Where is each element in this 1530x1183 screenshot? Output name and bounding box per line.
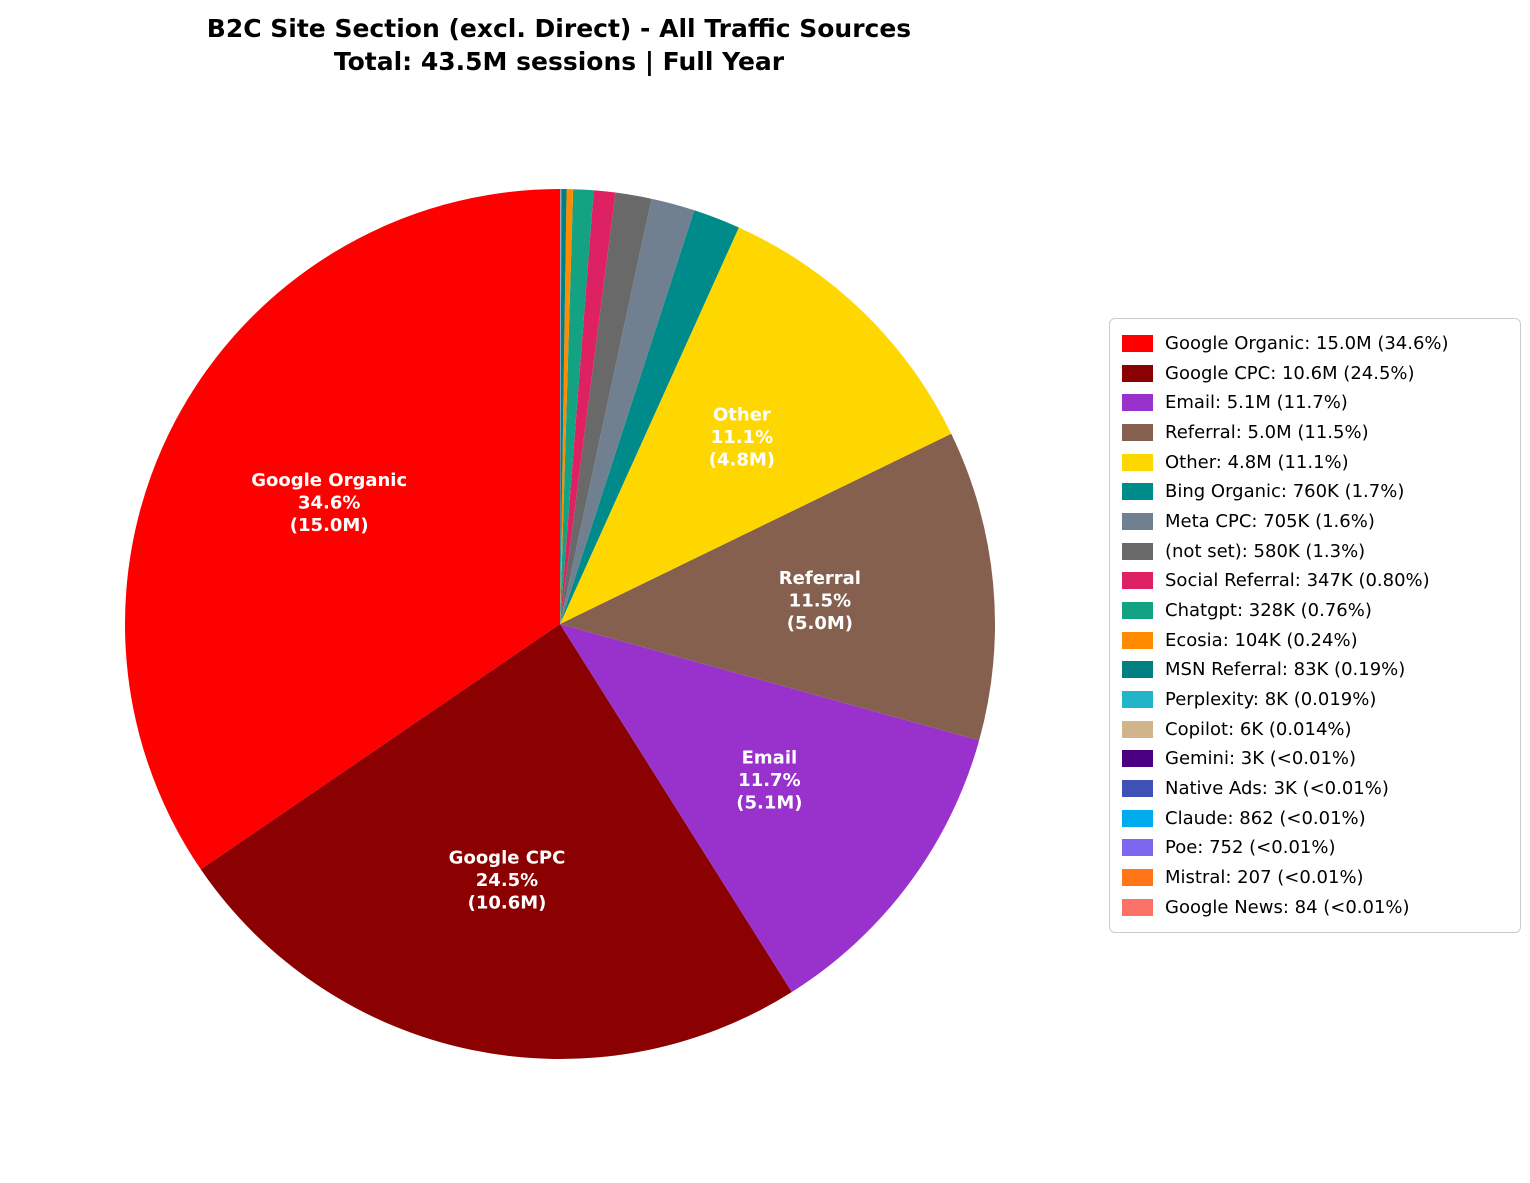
legend-swatch-native-ads: [1122, 780, 1153, 798]
pie-slice-social-referral: [560, 190, 616, 624]
legend-swatch-claude: [1122, 809, 1153, 827]
pie-slice-google-organic: [124, 189, 561, 870]
legend-item-not-set: (not set): 580K (1.3%): [1122, 537, 1508, 566]
legend: Google Organic: 15.0M (34.6%) Google CPC:…: [1109, 318, 1521, 933]
pie-slice-other: [560, 227, 952, 624]
legend-swatch-gemini: [1122, 750, 1153, 768]
legend-label-copilot: Copilot: 6K (0.014%): [1165, 718, 1352, 740]
legend-label-perplexity: Perplexity: 8K (0.019%): [1165, 689, 1377, 711]
chart-title: B2C Site Section (excl. Direct) - All Tr…: [0, 12, 1118, 78]
chart-title-line1: B2C Site Section (excl. Direct) - All Tr…: [206, 14, 912, 43]
legend-label-referral: Referral: 5.0M (11.5%): [1165, 422, 1369, 444]
legend-swatch-copilot: [1122, 720, 1153, 738]
legend-swatch-msn-referral: [1122, 661, 1153, 679]
wedge-label-referral: Referral 11.5% (5.0M): [779, 568, 861, 634]
legend-item-email: Email: 5.1M (11.7%): [1122, 388, 1508, 417]
pie-slice-referral: [560, 433, 996, 741]
legend-label-mistral: Mistral: 207 (<0.01%): [1165, 867, 1364, 889]
legend-swatch-email: [1122, 394, 1153, 412]
wedge-label-google-cpc: Google CPC 24.5% (10.6M): [449, 847, 566, 913]
pie-slice-bing-organic: [560, 210, 739, 625]
legend-swatch-meta-cpc: [1122, 513, 1153, 531]
legend-item-google-news: Google News: 84 (<0.01%): [1122, 893, 1508, 922]
legend-swatch-not-set: [1122, 542, 1153, 560]
legend-item-perplexity: Perplexity: 8K (0.019%): [1122, 685, 1508, 714]
pie-slice-google-cpc: [200, 624, 792, 1060]
legend-label-google-news: Google News: 84 (<0.01%): [1165, 896, 1410, 918]
legend-item-claude: Claude: 862 (<0.01%): [1122, 804, 1508, 833]
chart-title-line2: Total: 43.5M sessions | Full Year: [333, 47, 785, 76]
legend-swatch-mistral: [1122, 869, 1153, 887]
legend-swatch-social-referral: [1122, 572, 1153, 590]
pie-slice-chatgpt: [560, 189, 594, 624]
legend-label-google-organic: Google Organic: 15.0M (34.6%): [1165, 333, 1449, 354]
legend-item-poe: Poe: 752 (<0.01%): [1122, 833, 1508, 862]
legend-item-msn-referral: MSN Referral: 83K (0.19%): [1122, 655, 1508, 684]
legend-swatch-other: [1122, 453, 1153, 471]
legend-label-bing-organic: Bing Organic: 760K (1.7%): [1165, 481, 1405, 503]
legend-label-chatgpt: Chatgpt: 328K (0.76%): [1165, 600, 1372, 622]
legend-label-poe: Poe: 752 (<0.01%): [1165, 837, 1336, 859]
legend-item-native-ads: Native Ads: 3K (<0.01%): [1122, 774, 1508, 803]
legend-swatch-referral: [1122, 424, 1153, 442]
legend-item-other: Other: 4.8M (11.1%): [1122, 448, 1508, 477]
wedge-label-other: Other 11.1% (4.8M): [709, 405, 775, 471]
pie-slice-perplexity: [560, 188, 562, 624]
legend-item-google-organic: Google Organic: 15.0M (34.6%): [1122, 329, 1508, 358]
legend-swatch-poe: [1122, 839, 1153, 857]
legend-swatch-google-news: [1122, 898, 1153, 916]
legend-label-claude: Claude: 862 (<0.01%): [1165, 807, 1366, 829]
legend-label-google-cpc: Google CPC: 10.6M (24.5%): [1165, 362, 1415, 384]
legend-label-other: Other: 4.8M (11.1%): [1165, 451, 1349, 473]
legend-item-bing-organic: Bing Organic: 760K (1.7%): [1122, 477, 1508, 506]
legend-item-ecosia: Ecosia: 104K (0.24%): [1122, 626, 1508, 655]
pie-slice-not-set: [560, 192, 652, 625]
legend-swatch-chatgpt: [1122, 602, 1153, 620]
legend-label-social-referral: Social Referral: 347K (0.80%): [1165, 570, 1430, 592]
pie-slice-ecosia: [560, 189, 574, 625]
legend-item-copilot: Copilot: 6K (0.014%): [1122, 715, 1508, 744]
legend-label-gemini: Gemini: 3K (<0.01%): [1165, 748, 1357, 770]
pie-slice-meta-cpc: [560, 198, 695, 624]
legend-label-ecosia: Ecosia: 104K (0.24%): [1165, 629, 1358, 651]
legend-label-email: Email: 5.1M (11.7%): [1165, 392, 1348, 414]
pie-slice-msn-referral: [560, 189, 567, 624]
legend-label-msn-referral: MSN Referral: 83K (0.19%): [1165, 659, 1406, 681]
legend-item-referral: Referral: 5.0M (11.5%): [1122, 418, 1508, 447]
legend-swatch-perplexity: [1122, 691, 1153, 709]
legend-item-meta-cpc: Meta CPC: 705K (1.6%): [1122, 507, 1508, 536]
legend-item-social-referral: Social Referral: 347K (0.80%): [1122, 566, 1508, 595]
legend-swatch-ecosia: [1122, 631, 1153, 649]
pie-slice-email: [560, 624, 980, 993]
legend-swatch-bing-organic: [1122, 483, 1153, 501]
legend-swatch-google-organic: [1122, 335, 1153, 352]
wedge-label-email: Email 11.7% (5.1M): [736, 748, 802, 814]
legend-label-not-set: (not set): 580K (1.3%): [1165, 540, 1366, 562]
legend-item-google-cpc: Google CPC: 10.6M (24.5%): [1122, 359, 1508, 388]
legend-item-chatgpt: Chatgpt: 328K (0.76%): [1122, 596, 1508, 625]
pie-slice-gemini: [560, 189, 561, 624]
pie-slice-copilot: [560, 188, 561, 625]
wedge-label-google-organic: Google Organic 34.6% (15.0M): [251, 470, 407, 536]
legend-label-meta-cpc: Meta CPC: 705K (1.6%): [1165, 511, 1375, 533]
legend-item-mistral: Mistral: 207 (<0.01%): [1122, 863, 1508, 892]
legend-item-gemini: Gemini: 3K (<0.01%): [1122, 744, 1508, 773]
legend-swatch-google-cpc: [1122, 364, 1153, 382]
legend-label-native-ads: Native Ads: 3K (<0.01%): [1165, 778, 1389, 800]
